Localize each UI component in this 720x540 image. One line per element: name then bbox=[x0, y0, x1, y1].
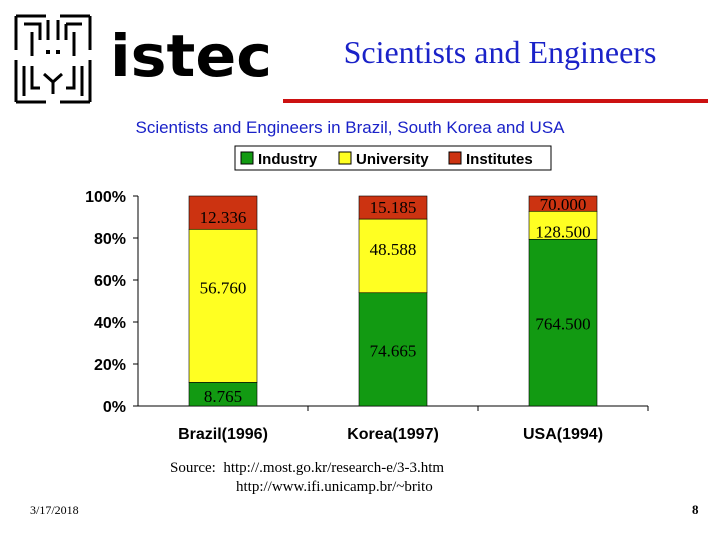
x-category-label: USA(1994) bbox=[523, 426, 603, 443]
chart-title: Scientists and Engineers in Brazil, Sout… bbox=[135, 118, 565, 137]
data-label: 15.185 bbox=[370, 198, 417, 217]
data-label: 12.336 bbox=[200, 208, 247, 227]
legend-swatch-industry bbox=[240, 151, 254, 165]
data-label: 764.500 bbox=[535, 314, 590, 333]
bar-segment-institutes bbox=[358, 195, 428, 220]
bar-segment-university bbox=[188, 228, 258, 383]
istec-wordmark-logo: istec bbox=[110, 28, 272, 84]
slide-title: Scientists and Engineers bbox=[343, 34, 657, 70]
data-label: 74.665 bbox=[370, 342, 417, 361]
source-line-1: Source: http://.most.go.kr/research-e/3-… bbox=[170, 460, 445, 476]
bar-segment-university bbox=[358, 218, 428, 294]
footer-date: 3/17/2018 bbox=[30, 503, 79, 517]
legend-label-institutes: Institutes bbox=[466, 151, 533, 168]
page-number: 8 bbox=[692, 502, 699, 517]
y-tick-label: 80% bbox=[94, 231, 126, 248]
y-tick-label: 60% bbox=[94, 273, 126, 290]
stacked-bar-chart: Industry University Institutes 0% 20% 40% 60% 8… bbox=[85, 145, 649, 443]
y-tick-label: 20% bbox=[94, 357, 126, 374]
data-label: 128.500 bbox=[535, 222, 590, 241]
data-label: 56.760 bbox=[200, 279, 247, 298]
legend-label-university: University bbox=[356, 151, 429, 168]
title-underline bbox=[283, 99, 708, 103]
source-line-2: http://www.ifi.unicamp.br/~brito bbox=[236, 479, 433, 495]
y-tick-label: 100% bbox=[85, 189, 126, 206]
data-label: 48.588 bbox=[370, 240, 417, 259]
y-tick-label: 0% bbox=[103, 399, 126, 416]
data-label: 8.765 bbox=[204, 387, 242, 406]
bar-segment-institutes bbox=[528, 195, 598, 212]
bar-segment-industry bbox=[528, 238, 598, 407]
bar-segment-industry bbox=[358, 292, 428, 407]
svg-text:istec: istec bbox=[110, 28, 272, 84]
legend-swatch-institutes bbox=[448, 151, 462, 165]
legend-box bbox=[234, 145, 552, 171]
istec-emblem-logo bbox=[14, 14, 92, 104]
data-label: 70.000 bbox=[540, 195, 587, 214]
y-tick-label: 40% bbox=[94, 315, 126, 332]
legend-label-industry: Industry bbox=[258, 151, 318, 168]
x-category-label: Korea(1997) bbox=[347, 426, 439, 443]
bar-segment-university bbox=[528, 210, 598, 240]
legend-swatch-university bbox=[338, 151, 352, 165]
bar-segment-institutes bbox=[188, 195, 258, 230]
x-category-label: Brazil(1996) bbox=[178, 426, 268, 443]
